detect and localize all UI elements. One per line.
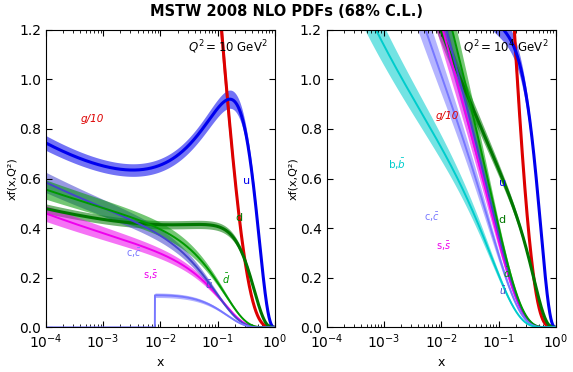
Text: s,$\bar{s}$: s,$\bar{s}$ <box>143 269 158 282</box>
Text: g/10: g/10 <box>80 113 104 124</box>
Text: g/10: g/10 <box>435 111 459 121</box>
Text: c,$\bar{c}$: c,$\bar{c}$ <box>126 247 142 260</box>
Y-axis label: xf(x,Q²): xf(x,Q²) <box>7 157 18 200</box>
Text: $\bar{u}$: $\bar{u}$ <box>205 279 213 291</box>
Text: $Q^2 = 10\ \mathrm{GeV}^2$: $Q^2 = 10\ \mathrm{GeV}^2$ <box>189 39 268 56</box>
Text: $Q^2 = 10^4\ \mathrm{GeV}^2$: $Q^2 = 10^4\ \mathrm{GeV}^2$ <box>464 39 549 56</box>
Text: b,$\bar{b}$: b,$\bar{b}$ <box>388 157 406 171</box>
Text: d: d <box>499 215 505 225</box>
X-axis label: x: x <box>438 356 445 369</box>
Text: $\bar{d}$: $\bar{d}$ <box>222 272 230 286</box>
Text: c,$\bar{c}$: c,$\bar{c}$ <box>424 211 439 224</box>
Text: s,$\bar{s}$: s,$\bar{s}$ <box>435 240 451 253</box>
Text: d: d <box>235 213 242 223</box>
X-axis label: x: x <box>157 356 164 369</box>
Text: u: u <box>244 176 250 186</box>
Text: $\bar{u}$: $\bar{u}$ <box>499 285 507 297</box>
Text: MSTW 2008 NLO PDFs (68% C.L.): MSTW 2008 NLO PDFs (68% C.L.) <box>150 4 423 19</box>
Y-axis label: xf(x,Q²): xf(x,Q²) <box>288 157 299 200</box>
Text: u: u <box>499 178 505 188</box>
Text: $\bar{d}$: $\bar{d}$ <box>503 266 511 280</box>
